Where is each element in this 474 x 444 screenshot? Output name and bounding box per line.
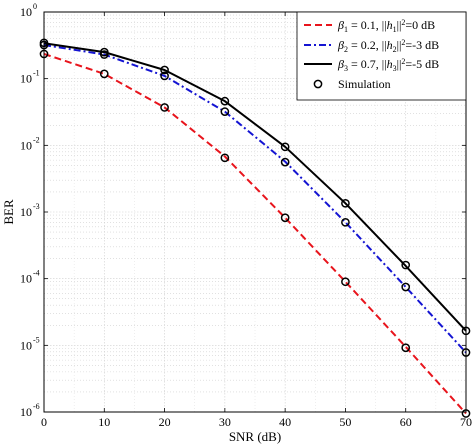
x-tick-label: 0 [41, 415, 47, 429]
x-axis-title: SNR (dB) [229, 429, 281, 444]
y-tick-label-exponent: -6 [33, 402, 40, 411]
legend-label-simulation: Simulation [338, 77, 391, 91]
y-tick-label-exponent: -4 [33, 269, 40, 278]
simulation-marker [280, 213, 290, 223]
x-tick-label: 10 [98, 415, 110, 429]
y-axis-title: BER [1, 199, 16, 225]
simulation-marker [280, 157, 290, 167]
x-tick-label: 70 [460, 415, 472, 429]
series-line-2 [43, 44, 467, 354]
legend-label-2: β2 = 0.2, ||h2||2=-3 dB [337, 38, 439, 54]
series-layer [43, 42, 467, 415]
legend-label-3: β3 = 0.7, ||h3||2=-5 dB [337, 57, 439, 73]
series-line-1 [43, 52, 467, 415]
y-tick-label: 10 [20, 272, 32, 286]
simulation-marker [280, 142, 290, 152]
simulation-marker [220, 153, 230, 163]
legend-label-1: β1 = 0.1, ||h1||2=0 dB [337, 18, 435, 34]
simulation-marker [99, 47, 109, 57]
y-tick-label-exponent: -5 [33, 335, 40, 344]
y-tick-label: 10 [20, 405, 32, 419]
simulation-marker [341, 198, 350, 208]
y-tick-label: 10 [20, 5, 32, 19]
series-line-3 [43, 42, 467, 332]
y-tick-label: 10 [20, 205, 32, 219]
simulation-marker [220, 96, 230, 106]
legend-marker-simulation [313, 79, 323, 89]
simulation-marker [220, 107, 230, 117]
simulation-marker [401, 343, 411, 353]
x-tick-label: 30 [219, 415, 231, 429]
y-tick-label-exponent: 0 [33, 2, 37, 11]
simulation-marker [401, 282, 411, 292]
simulation-marker [341, 277, 350, 287]
y-tick-label-exponent: -1 [33, 69, 40, 78]
simulation-marker [401, 260, 411, 270]
legend: β1 = 0.1, ||h1||2=0 dB β2 = 0.2, ||h2||2=… [296, 11, 467, 101]
y-tick-label: 10 [20, 138, 32, 152]
x-tick-label: 50 [339, 415, 351, 429]
legend-box [296, 11, 467, 101]
y-tick-label-exponent: -2 [33, 135, 40, 144]
y-tick-label-exponent: -3 [33, 202, 40, 211]
simulation-marker [160, 71, 169, 81]
simulation-marker [160, 65, 169, 75]
y-tick-label: 10 [20, 338, 32, 352]
x-tick-label: 60 [400, 415, 412, 429]
simulation-marker [341, 217, 350, 227]
simulation-marker [160, 103, 169, 112]
x-tick-label: 40 [279, 415, 291, 429]
simulation-marker [99, 69, 109, 79]
x-tick-label: 20 [159, 415, 171, 429]
y-tick-label: 10 [20, 72, 32, 86]
